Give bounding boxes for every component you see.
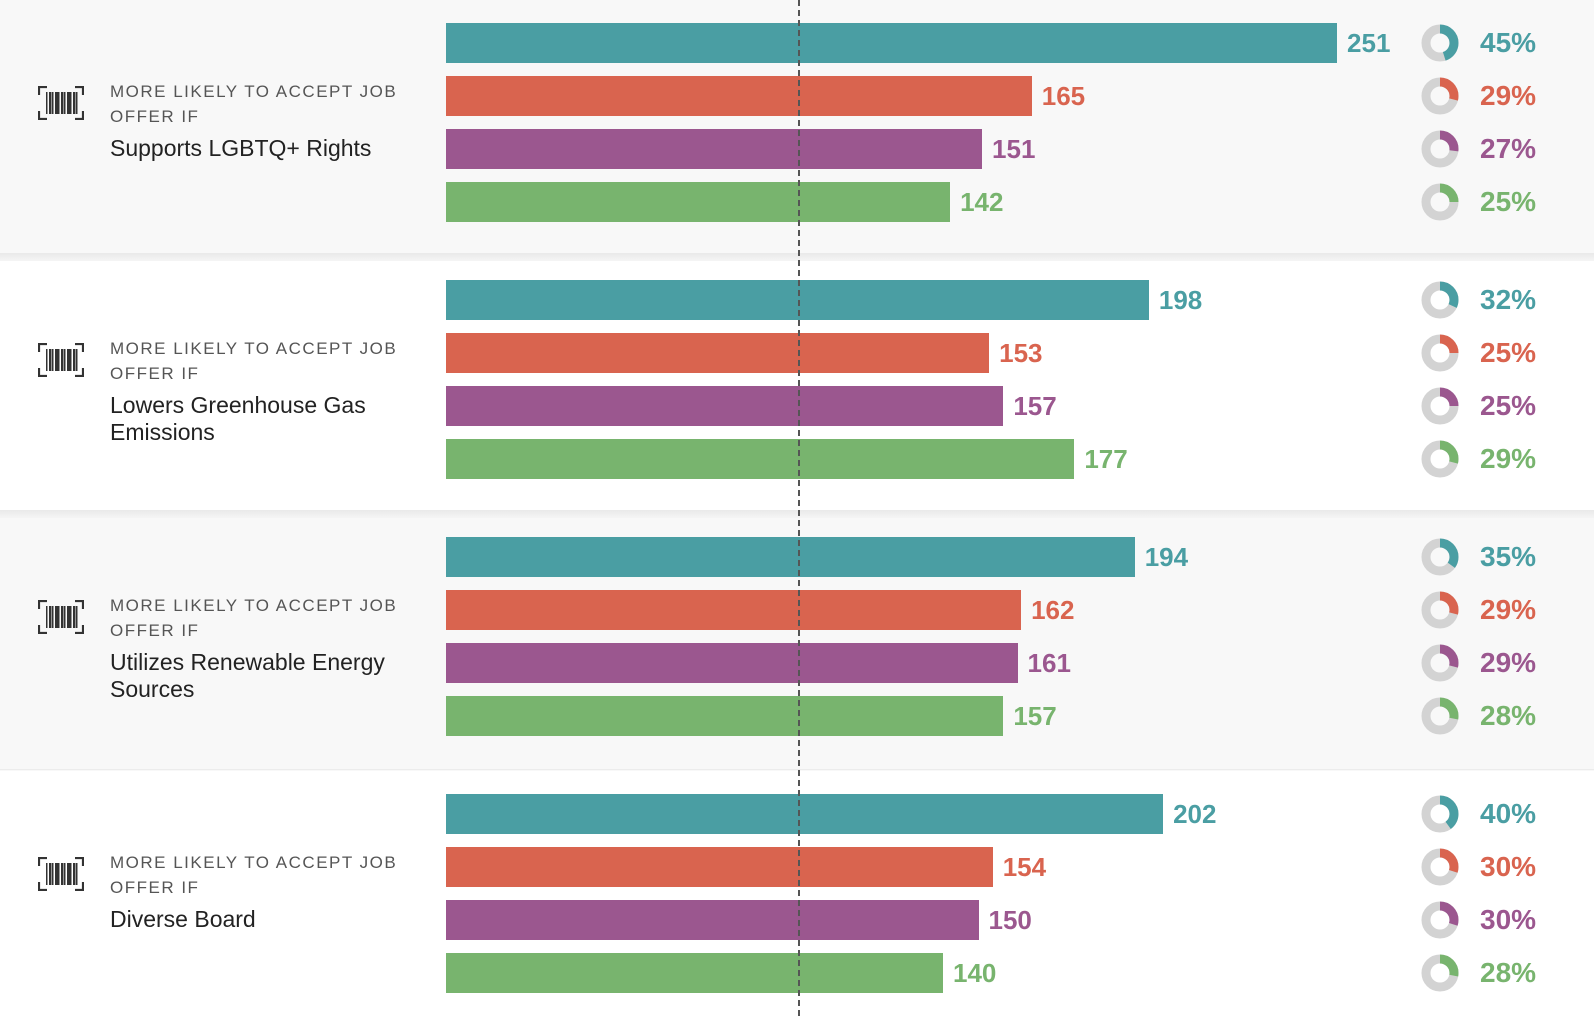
percent-donut [1420,76,1460,116]
percent-label: 32% [1480,284,1537,315]
bar [446,847,993,887]
bar-value-label: 194 [1144,542,1189,572]
percent-donut [1420,386,1460,426]
bar-group: MORE LIKELY TO ACCEPT JOB OFFER IF Divers… [0,771,1594,1028]
bar-value-label: 165 [1041,81,1086,111]
percent-donut [1420,643,1460,683]
bar [446,794,1164,834]
bar-value-label: 198 [1158,285,1203,315]
bar [446,129,983,169]
bar-value-label: 140 [953,958,997,988]
percent-label: 29% [1480,80,1537,111]
bar-value-label: 251 [1347,28,1391,58]
percent-donut [1420,590,1460,630]
bar-value-label: 142 [960,187,1004,217]
percent-label: 30% [1480,851,1537,882]
bar [446,900,979,940]
group-kicker: MORE LIKELY TO ACCEPT JOB OFFER IF [110,596,398,640]
percent-donut [1420,439,1460,479]
bar-value-label: 157 [1013,391,1057,421]
bar [446,182,951,222]
bar [446,537,1135,577]
bar-value-label: 161 [1027,648,1071,678]
percent-label: 25% [1480,390,1537,421]
percent-label: 25% [1480,337,1537,368]
group-title: Supports LGBTQ+ Rights [110,135,372,161]
bar [446,280,1149,320]
percent-label: 40% [1480,798,1537,829]
bar-value-label: 153 [999,338,1043,368]
barcode-icon [37,85,85,121]
percent-label: 29% [1480,594,1537,625]
group-label: MORE LIKELY TO ACCEPT JOB OFFER IF Divers… [110,850,430,933]
group-kicker: MORE LIKELY TO ACCEPT JOB OFFER IF [110,82,398,126]
bar [446,76,1032,116]
group-separator [0,769,1594,770]
group-label: MORE LIKELY TO ACCEPT JOB OFFER IF Utiliz… [110,593,430,703]
group-title: Lowers Greenhouse Gas Emissions [110,392,366,445]
group-title: Utilizes Renewable Energy Sources [110,649,385,702]
percent-donut [1420,23,1460,63]
percent-donut [1420,182,1460,222]
barcode-icon [37,342,85,378]
bar [446,23,1338,63]
bar-value-label: 162 [1031,595,1075,625]
barcode-icon [37,856,85,892]
bar-group: MORE LIKELY TO ACCEPT JOB OFFER IF Suppor… [0,0,1594,257]
percent-label: 27% [1480,133,1537,164]
group-kicker: MORE LIKELY TO ACCEPT JOB OFFER IF [110,339,398,383]
percent-donut [1420,129,1460,169]
percent-label: 30% [1480,904,1537,935]
bar-group: MORE LIKELY TO ACCEPT JOB OFFER IF Utiliz… [0,514,1594,771]
percent-label: 28% [1480,700,1537,731]
bar [446,953,943,993]
percent-label: 35% [1480,541,1537,572]
percent-label: 25% [1480,186,1537,217]
bar [446,696,1004,736]
percent-label: 29% [1480,443,1537,474]
percent-donut [1420,280,1460,320]
percent-donut [1420,537,1460,577]
percent-label: 45% [1480,27,1537,58]
percent-donut [1420,696,1460,736]
percent-donut [1420,333,1460,373]
barcode-icon [37,599,85,635]
group-title: Diverse Board [110,906,256,932]
bar-value-label: 202 [1173,799,1217,829]
bar-value-label: 150 [988,905,1032,935]
percent-donut [1420,900,1460,940]
reference-line [798,0,800,1016]
bar-value-label: 154 [1002,852,1047,882]
bar [446,386,1004,426]
percent-donut [1420,847,1460,887]
bar [446,590,1022,630]
bar [446,643,1018,683]
group-separator [0,510,1594,518]
percent-donut [1420,953,1460,993]
bar [446,439,1075,479]
percent-donut [1420,794,1460,834]
group-separator [0,253,1594,261]
group-label: MORE LIKELY TO ACCEPT JOB OFFER IF Lowers… [110,336,430,446]
bar-value-label: 151 [992,134,1036,164]
group-kicker: MORE LIKELY TO ACCEPT JOB OFFER IF [110,853,398,897]
group-label: MORE LIKELY TO ACCEPT JOB OFFER IF Suppor… [110,79,430,162]
bar-value-label: 157 [1013,701,1057,731]
bar [446,333,990,373]
bar-group: MORE LIKELY TO ACCEPT JOB OFFER IF Lowers… [0,257,1594,514]
bar-value-label: 177 [1084,444,1128,474]
percent-label: 29% [1480,647,1537,678]
percent-label: 28% [1480,957,1537,988]
